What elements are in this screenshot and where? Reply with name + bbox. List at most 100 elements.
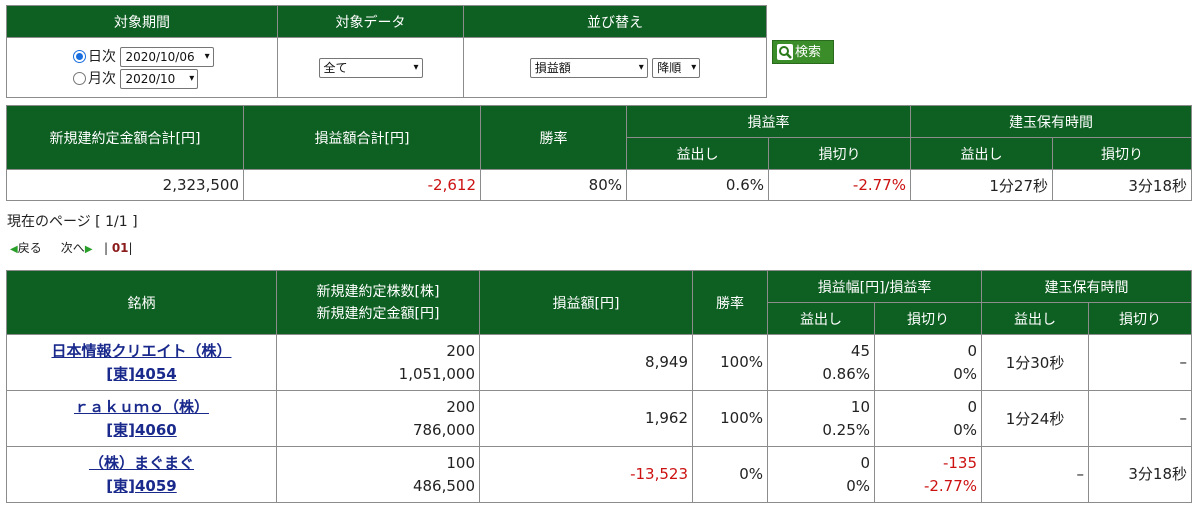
monthly-radio[interactable] <box>73 72 86 85</box>
stock-cell: ｒａｋｕｍｏ（株） [東]4060 <box>6 390 277 447</box>
page-link-current[interactable]: 01 <box>111 241 129 255</box>
hold-loss-header: 損切り <box>1052 137 1192 170</box>
win-rate-value: 0% <box>692 446 768 503</box>
summary-table: 新規建約定金額合計[円] 損益額合計[円] 勝率 損益率 建玉保有時間 益出し … <box>6 105 1192 201</box>
search-button-label: 検索 <box>795 45 822 60</box>
win-rate-header: 勝率 <box>692 270 768 335</box>
monthly-date-select[interactable]: 2020/10 ▾ <box>120 68 199 89</box>
chevron-down-icon: ▾ <box>204 50 210 62</box>
shares-value: 200 <box>446 341 475 360</box>
pl-width-rate-header: 損益幅[円]/損益率 <box>766 270 983 303</box>
shares-amount-cell: 200 1,051,000 <box>276 334 480 391</box>
search-button[interactable]: 検索 <box>772 40 834 64</box>
daily-date-select[interactable]: 2020/10/06 ▾ <box>120 46 214 67</box>
detail-table: 銘柄 新規建約定株数[株] 新規建約定金額[円] 損益額[円] 勝率 損益幅[円… <box>6 270 1193 503</box>
hold-profit-value: 1分27秒 <box>910 169 1053 201</box>
stock-name-link[interactable]: 日本情報クリエイト（株） <box>51 341 232 360</box>
chevron-down-icon: ▾ <box>638 61 644 73</box>
stock-name-link[interactable]: （株）まぐまぐ <box>88 453 194 472</box>
hold-loss-value: 3分18秒 <box>1052 169 1192 201</box>
hold-loss-value: – <box>1088 390 1193 447</box>
hold-profit-header: 益出し <box>910 137 1053 170</box>
data-filter-cell: 全て ▾ <box>277 37 464 98</box>
pl-rate-loss-header: 損切り <box>768 137 911 170</box>
profit-rate-value: 0.25% <box>822 420 870 439</box>
page-indicator: 現在のページ [ 1/1 ] <box>7 214 138 230</box>
period-cell: 日次 2020/10/06 ▾ 月次 2020/10 ▾ <box>6 37 278 98</box>
table-row: 日本情報クリエイト（株） [東]4054 200 1,051,000 8,949… <box>6 334 1193 391</box>
chevron-down-icon: ▾ <box>691 61 697 73</box>
daily-label: 日次 <box>88 48 116 65</box>
pager-links: ◀戻る 次へ▶ | 01| <box>10 241 133 255</box>
hold-profit-value: 1分30秒 <box>981 334 1090 391</box>
amount-header-label: 新規建約定金額[円] <box>316 305 440 322</box>
win-rate-value: 100% <box>692 390 768 447</box>
stock-cell: （株）まぐまぐ [東]4059 <box>6 446 277 503</box>
hold-time-header: 建玉保有時間 <box>910 105 1192 138</box>
loss-width-value: -135 <box>942 453 978 472</box>
shares-value: 200 <box>446 397 475 416</box>
triangle-left-icon: ◀ <box>10 244 18 255</box>
sort-cell: 損益額 ▾ 降順 ▾ <box>463 37 767 98</box>
chevron-down-icon: ▾ <box>413 61 419 73</box>
pl-value: -13,523 <box>479 446 693 503</box>
pl-value: 8,949 <box>479 334 693 391</box>
profit-rate-value: 0.86% <box>822 364 870 383</box>
hold-loss-header: 損切り <box>1088 302 1193 335</box>
stock-header: 銘柄 <box>6 270 277 335</box>
triangle-right-icon: ▶ <box>84 244 93 255</box>
stock-cell: 日本情報クリエイト（株） [東]4054 <box>6 334 277 391</box>
monthly-label: 月次 <box>88 70 116 87</box>
search-conditions-table: 対象期間 対象データ 並び替え 日次 2020/10/06 ▾ 月次 2020/1… <box>6 5 767 98</box>
pl-rate-header: 損益率 <box>626 105 911 138</box>
chevron-down-icon: ▾ <box>189 72 195 84</box>
loss-rate-value: 0% <box>953 364 978 383</box>
next-link[interactable]: 次へ <box>60 241 85 255</box>
back-link[interactable]: 戻る <box>17 241 42 255</box>
shares-value: 100 <box>446 453 475 472</box>
pl-rate-profit-header: 益出し <box>626 137 769 170</box>
hold-profit-value: 1分24秒 <box>981 390 1090 447</box>
loss-width-cell: -135 -2.77% <box>873 446 983 503</box>
stock-code-link[interactable]: [東]4059 <box>106 476 177 495</box>
data-filter-select[interactable]: 全て ▾ <box>318 57 423 78</box>
sort-order-select[interactable]: 降順 ▾ <box>652 57 701 78</box>
stock-code-link[interactable]: [東]4060 <box>106 420 177 439</box>
hold-loss-value: 3分18秒 <box>1088 446 1193 503</box>
hold-loss-value: – <box>1088 334 1193 391</box>
pl-total-value: -2,612 <box>243 169 481 201</box>
stock-code-link[interactable]: [東]4054 <box>106 364 177 383</box>
loss-width-value: 0 <box>967 397 978 416</box>
amount-value: 786,000 <box>412 420 475 439</box>
loss-rate-value: -2.77% <box>923 476 978 495</box>
shares-amount-cell: 200 786,000 <box>276 390 480 447</box>
loss-width-cell: 0 0% <box>873 334 983 391</box>
sort-field-select[interactable]: 損益額 ▾ <box>529 57 648 78</box>
daily-radio[interactable] <box>73 50 86 63</box>
shares-header-label: 新規建約定株数[株] <box>316 283 440 300</box>
profit-width-value: 45 <box>850 341 870 360</box>
loss-width-value: 0 <box>967 341 978 360</box>
pl-value: 1,962 <box>479 390 693 447</box>
profit-width-cell: 45 0.86% <box>767 334 875 391</box>
hold-time-header: 建玉保有時間 <box>981 270 1193 303</box>
data-filter-header: 対象データ <box>277 5 464 38</box>
win-rate-value: 80% <box>480 169 627 201</box>
table-row: ｒａｋｕｍｏ（株） [東]4060 200 786,000 1,962 100%… <box>6 390 1193 447</box>
profit-width-cell: 10 0.25% <box>767 390 875 447</box>
period-header: 対象期間 <box>6 5 278 38</box>
new-amount-total-value: 2,323,500 <box>6 169 244 201</box>
profit-width-value: 10 <box>850 397 870 416</box>
table-row: （株）まぐまぐ [東]4059 100 486,500 -13,523 0% 0… <box>6 446 1193 503</box>
pl-rate-loss-value: -2.77% <box>768 169 911 201</box>
stock-name-link[interactable]: ｒａｋｕｍｏ（株） <box>73 397 209 416</box>
sort-header: 並び替え <box>463 5 767 38</box>
pl-rate-profit-value: 0.6% <box>626 169 769 201</box>
search-icon <box>777 44 793 60</box>
shares-amount-cell: 100 486,500 <box>276 446 480 503</box>
pl-width-profit-header: 益出し <box>767 302 875 335</box>
amount-value: 1,051,000 <box>398 364 475 383</box>
loss-width-cell: 0 0% <box>873 390 983 447</box>
pl-amount-header: 損益額[円] <box>479 270 693 335</box>
hold-profit-header: 益出し <box>981 302 1090 335</box>
